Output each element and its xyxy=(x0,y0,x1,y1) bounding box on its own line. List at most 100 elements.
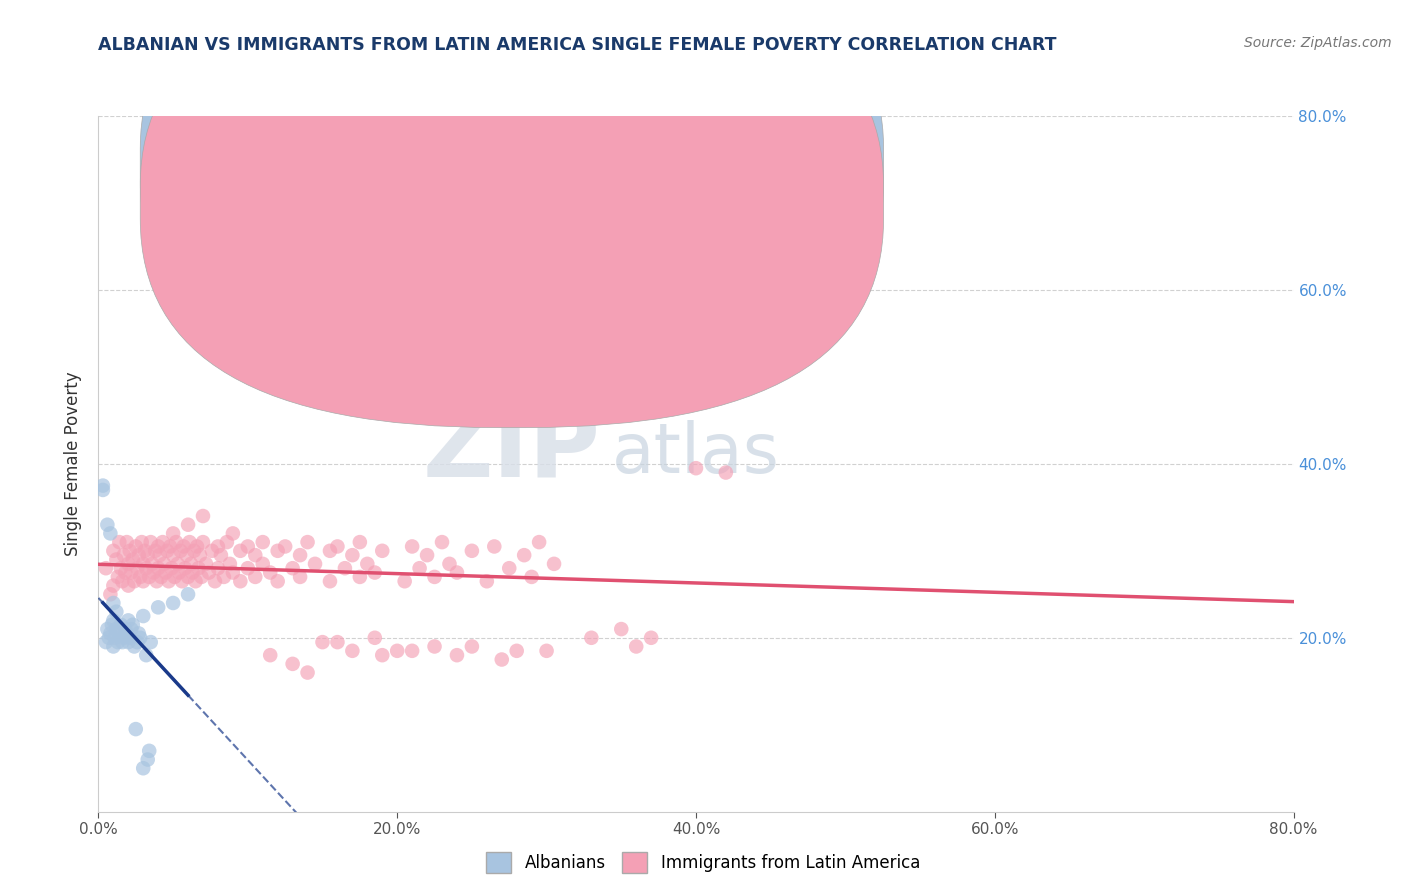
Point xyxy=(581,631,603,645)
Point xyxy=(259,566,281,580)
Point xyxy=(155,566,177,580)
Point xyxy=(408,561,430,575)
Point xyxy=(207,540,229,554)
Point xyxy=(297,665,319,680)
Point xyxy=(364,631,387,645)
Point xyxy=(96,517,118,532)
Point xyxy=(319,574,342,589)
Point xyxy=(326,635,349,649)
Point xyxy=(236,540,259,554)
Point xyxy=(297,535,319,549)
Point xyxy=(498,561,520,575)
Point xyxy=(209,548,232,562)
Point xyxy=(461,640,484,654)
Point xyxy=(714,466,737,480)
Point xyxy=(513,548,536,562)
Point xyxy=(112,548,135,562)
Point xyxy=(138,744,160,758)
Legend: Albanians, Immigrants from Latin America: Albanians, Immigrants from Latin America xyxy=(479,846,927,880)
Point xyxy=(103,578,125,592)
Point xyxy=(153,557,176,571)
Point xyxy=(125,540,148,554)
Point xyxy=(112,631,135,645)
Point xyxy=(135,648,157,662)
Point xyxy=(172,574,194,589)
Point xyxy=(204,574,226,589)
Point xyxy=(118,543,141,558)
Point xyxy=(219,557,242,571)
Point xyxy=(121,552,143,566)
Point xyxy=(416,548,439,562)
Point xyxy=(181,566,204,580)
Point xyxy=(401,644,423,658)
Point xyxy=(162,596,184,610)
Point xyxy=(145,574,167,589)
Point xyxy=(107,635,129,649)
Point xyxy=(186,540,208,554)
Point xyxy=(108,626,131,640)
Point xyxy=(259,648,281,662)
Point xyxy=(191,508,214,523)
Point xyxy=(169,543,191,558)
Point xyxy=(115,535,138,549)
Point xyxy=(198,566,221,580)
Point xyxy=(252,535,274,549)
Point xyxy=(165,535,187,549)
FancyBboxPatch shape xyxy=(141,0,883,391)
Point xyxy=(94,635,117,649)
Point xyxy=(371,543,394,558)
Point xyxy=(187,561,209,575)
Point xyxy=(166,557,188,571)
Point xyxy=(281,561,304,575)
Point xyxy=(173,540,195,554)
Point xyxy=(96,622,118,636)
Point xyxy=(124,574,146,589)
Point xyxy=(174,561,197,575)
Point xyxy=(103,543,125,558)
Point xyxy=(132,609,155,624)
Text: ALBANIAN VS IMMIGRANTS FROM LATIN AMERICA SINGLE FEMALE POVERTY CORRELATION CHAR: ALBANIAN VS IMMIGRANTS FROM LATIN AMERIC… xyxy=(98,36,1057,54)
Point xyxy=(138,570,160,584)
Point xyxy=(439,557,461,571)
Point xyxy=(152,535,174,549)
Point xyxy=(107,570,129,584)
Text: R =  0.086   N =  41
R = -0.074   N = 141: R = 0.086 N = 41 R = -0.074 N = 141 xyxy=(517,136,734,176)
Point xyxy=(177,570,200,584)
Point xyxy=(195,557,218,571)
Point xyxy=(100,526,122,541)
Point xyxy=(177,587,200,601)
Text: atlas: atlas xyxy=(613,420,780,487)
Point xyxy=(229,574,252,589)
Point xyxy=(118,631,141,645)
Point xyxy=(94,561,117,575)
Point xyxy=(342,548,364,562)
Point xyxy=(115,626,138,640)
Text: ZIP: ZIP xyxy=(422,403,600,497)
Point xyxy=(446,566,468,580)
Point xyxy=(117,578,139,592)
Point xyxy=(103,596,125,610)
Point xyxy=(160,561,183,575)
Point xyxy=(134,543,156,558)
Point xyxy=(281,657,304,671)
Point xyxy=(101,617,124,632)
Point xyxy=(215,535,238,549)
Point xyxy=(304,557,326,571)
Point xyxy=(105,605,128,619)
Point xyxy=(105,552,128,566)
Point xyxy=(191,535,214,549)
Point xyxy=(132,574,155,589)
Point xyxy=(135,561,157,575)
Point xyxy=(543,557,565,571)
Point xyxy=(626,640,648,654)
Point xyxy=(127,635,149,649)
Point xyxy=(319,543,342,558)
Point xyxy=(114,566,136,580)
Point xyxy=(159,540,181,554)
Point xyxy=(179,535,201,549)
Point xyxy=(162,548,184,562)
Point xyxy=(167,566,190,580)
Point xyxy=(91,478,114,492)
Point xyxy=(245,548,267,562)
Point xyxy=(536,644,558,658)
